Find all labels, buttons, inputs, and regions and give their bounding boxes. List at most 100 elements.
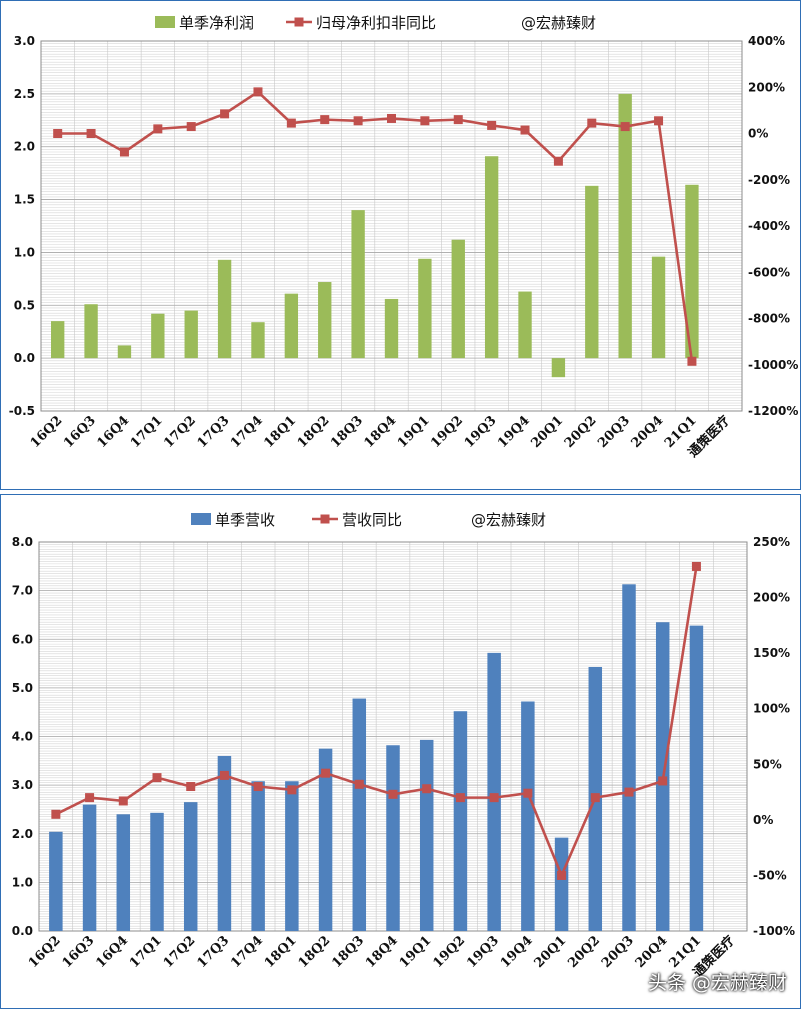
- legend-swatch-bar: [155, 16, 175, 28]
- line-marker: [186, 122, 196, 132]
- legend-label: @宏赫臻财: [521, 14, 596, 32]
- y-right-tick-label: -1200%: [748, 404, 798, 418]
- y-left-tick-label: -0.5: [9, 404, 35, 418]
- line-marker: [286, 118, 296, 128]
- line-marker: [253, 87, 263, 97]
- line-marker: [387, 113, 396, 123]
- bar: [521, 701, 535, 931]
- x-tick-label: 19Q4: [495, 413, 533, 451]
- bar: [285, 781, 299, 931]
- x-tick-label: 19Q2: [430, 933, 468, 971]
- bar: [184, 310, 198, 359]
- bar: [151, 313, 165, 359]
- x-tick-label: 16Q3: [61, 413, 99, 451]
- bar: [618, 93, 632, 359]
- line-marker: [219, 770, 229, 780]
- line-marker: [587, 118, 597, 128]
- legend-label: @宏赫臻财: [471, 511, 546, 529]
- series-line: [57, 90, 694, 362]
- x-tick-label: 16Q4: [93, 933, 131, 971]
- line-marker: [53, 129, 63, 138]
- legend-label: 归母净利扣非同比: [316, 14, 436, 32]
- y-left-tick-label: 8.0: [12, 535, 33, 549]
- bar: [418, 258, 432, 359]
- line-marker: [186, 782, 196, 792]
- y-left-tick-label: 7.0: [12, 584, 33, 598]
- x-tick-label: 16Q2: [26, 933, 64, 971]
- y-right-tick-label: 200%: [748, 80, 785, 94]
- x-tick-label: 17Q3: [194, 933, 232, 971]
- x-tick-label: 19Q3: [464, 933, 502, 971]
- line-marker: [152, 773, 162, 783]
- line-marker: [520, 125, 530, 135]
- line-marker: [85, 793, 95, 803]
- y-left-tick-label: 2.0: [12, 827, 33, 841]
- legend-label: 单季净利润: [179, 14, 254, 32]
- y-left-tick-label: 1.0: [14, 245, 35, 259]
- line-marker: [354, 779, 364, 789]
- y-right-tick-label: -200%: [748, 173, 790, 187]
- x-tick-label: 18Q1: [261, 413, 299, 451]
- bar: [685, 184, 699, 359]
- line-marker: [654, 116, 664, 126]
- line-marker: [353, 116, 363, 126]
- x-tick-label: 19Q2: [428, 413, 466, 451]
- line-marker: [557, 870, 567, 880]
- line-marker: [455, 793, 465, 803]
- legend-label: 单季营收: [215, 511, 275, 529]
- x-tick-label: 19Q1: [397, 933, 435, 971]
- revenue-chart: 0.0 1.0 2.0 3.0 4.0 5.0 6.0 7.0 8.0 -100% -50% 0% 50…: [12, 511, 795, 981]
- bar: [352, 698, 367, 931]
- bar: [84, 304, 98, 359]
- x-tick-label: 18Q4: [362, 413, 400, 451]
- y-left-tick-label: 2.0: [14, 140, 35, 154]
- y-right-tick-label: -100%: [753, 924, 795, 938]
- y-left-tick-label: 2.5: [14, 87, 35, 101]
- line-marker: [620, 122, 630, 132]
- x-tick-label: 20Q3: [595, 413, 633, 451]
- line-marker: [553, 156, 563, 166]
- bar: [384, 298, 399, 359]
- bar: [51, 321, 65, 359]
- bar: [251, 781, 265, 931]
- bar: [49, 831, 63, 931]
- y-right-tick-label: 200%: [753, 591, 790, 605]
- bar: [551, 358, 566, 378]
- line-marker: [691, 561, 701, 571]
- line-marker: [287, 785, 297, 795]
- line-marker: [321, 768, 331, 778]
- y-right-tick-label: -600%: [748, 265, 790, 279]
- x-tick-label: 17Q1: [128, 413, 166, 451]
- bar: [419, 739, 434, 931]
- y-right-tick-label: 150%: [753, 646, 790, 660]
- line-marker: [86, 129, 96, 138]
- bar: [82, 804, 97, 931]
- bar: [518, 291, 532, 359]
- y-left-tick-label: 6.0: [12, 632, 33, 646]
- plot-area: [40, 40, 743, 412]
- x-tick-label: 17Q4: [228, 933, 266, 971]
- bar: [150, 812, 164, 931]
- line-marker: [119, 147, 129, 157]
- legend-swatch-marker: [294, 17, 304, 27]
- bar: [217, 259, 232, 359]
- x-tick-label: 17Q1: [127, 933, 165, 971]
- x-tick-label: 19Q3: [462, 413, 500, 451]
- legend-swatch-bar: [191, 513, 211, 525]
- bar: [217, 755, 232, 931]
- x-tick-label: 20Q2: [562, 413, 600, 451]
- line-marker: [153, 124, 163, 134]
- y-right-tick-label: -800%: [748, 312, 790, 326]
- bar: [453, 711, 468, 931]
- revenue-chart-panel: 0.0 1.0 2.0 3.0 4.0 5.0 6.0 7.0 8.0 -100% -50% 0% 50…: [0, 494, 801, 1009]
- line-marker: [590, 793, 600, 803]
- legend-label: 营收同比: [342, 511, 402, 529]
- line-marker: [388, 789, 398, 799]
- bar: [484, 156, 499, 359]
- bar: [251, 322, 265, 359]
- x-tick-label: 17Q2: [161, 933, 199, 971]
- x-tick-label: 17Q4: [228, 413, 266, 451]
- x-tick-label: 18Q3: [329, 933, 367, 971]
- y-left-tick-label: 1.0: [12, 875, 33, 889]
- line-marker: [658, 776, 668, 786]
